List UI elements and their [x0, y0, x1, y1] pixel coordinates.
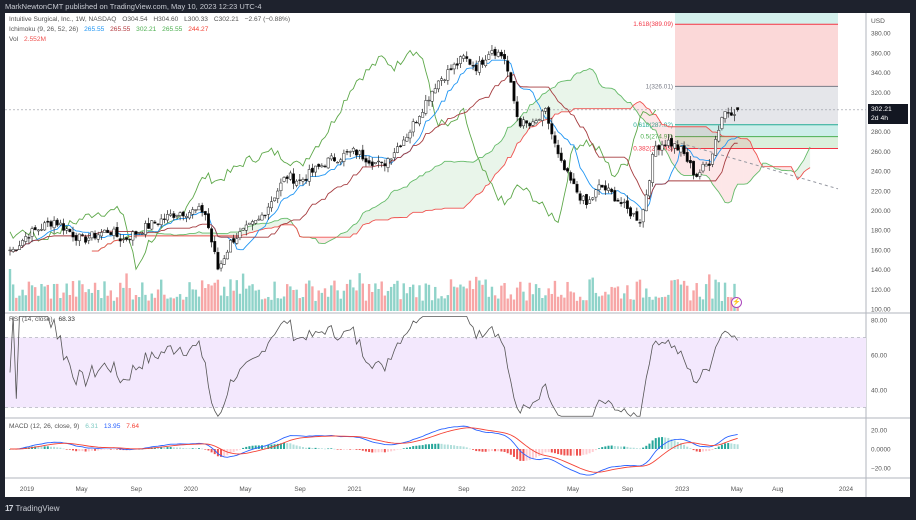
brand-name: TradingView	[15, 503, 60, 513]
tv-logo-icon: 17	[5, 503, 14, 513]
fib-level-label: 0.382(262.93)	[633, 146, 673, 153]
last-price-tag: 302.21 2d 4h	[868, 104, 908, 124]
price-tick: 120.00	[871, 287, 891, 294]
ichimoku-leada-value: 265.55	[162, 26, 183, 33]
ohlc-high: H304.60	[153, 16, 179, 23]
ichimoku-label: Ichimoku (9, 26, 52, 26)	[9, 26, 79, 33]
price-tick: 160.00	[871, 247, 891, 254]
tradingview-logo[interactable]: 17 TradingView	[5, 503, 60, 513]
published-text: MarkNewtonCMT published on TradingView.c…	[5, 2, 262, 11]
currency-label: USD	[871, 18, 885, 25]
lightning-event-icon[interactable]: ⚡	[731, 297, 742, 308]
price-tick: 200.00	[871, 208, 891, 215]
ichimoku-legend[interactable]: Ichimoku (9, 26, 52, 26) 265.55 265.55 3…	[9, 26, 208, 33]
ichimoku-conversion-value: 265.55	[84, 26, 105, 33]
price-tick: 140.00	[871, 267, 891, 274]
ohlc-open: O304.54	[122, 16, 148, 23]
rsi-legend[interactable]: RSI (14, close) 68.33	[9, 316, 75, 323]
macd-histogram-value: 6.31	[85, 423, 99, 430]
volume-value: 2.552M	[24, 36, 47, 43]
trendline[interactable]	[674, 141, 839, 190]
svg-text:20.00: 20.00	[871, 428, 887, 435]
macd-line[interactable]	[9, 425, 738, 476]
price-tick: 280.00	[871, 129, 891, 136]
symbol-name: Intuitive Surgical, Inc., 1W, NASDAQ	[9, 16, 117, 23]
ichimoku-lagging-value: 302.21	[136, 26, 157, 33]
svg-text:May: May	[76, 486, 89, 493]
price-tick: 360.00	[871, 50, 891, 57]
right-border	[910, 13, 916, 497]
bar-countdown: 2d 4h	[871, 115, 889, 122]
last-price: 302.21	[871, 106, 892, 113]
fib-level-label: 1.618(389.09)	[633, 21, 673, 28]
macd-signal-value: 7.64	[126, 423, 140, 430]
svg-text:0.0000: 0.0000	[871, 447, 891, 454]
svg-text:80.00: 80.00	[871, 318, 887, 325]
svg-text:Sep: Sep	[294, 486, 306, 493]
svg-text:40.00: 40.00	[871, 388, 887, 395]
price-tick: 180.00	[871, 228, 891, 235]
price-tick: 320.00	[871, 90, 891, 97]
macd-line-value: 13.95	[103, 423, 121, 430]
price-tick: 100.00	[871, 307, 891, 314]
rsi-line[interactable]	[9, 316, 738, 417]
rsi-label: RSI (14, close)	[9, 316, 53, 323]
price-tick: 220.00	[871, 188, 891, 195]
svg-text:May: May	[731, 486, 744, 493]
svg-text:−20.00: −20.00	[871, 466, 891, 473]
svg-text:2021: 2021	[347, 486, 362, 493]
fib-level-label: 0.5(274.97)	[640, 134, 673, 141]
fib-level-label: 1(326.01)	[646, 83, 673, 90]
footer-bar: 17 TradingView	[0, 497, 916, 520]
ohlc-change: −2.67 (−0.88%)	[244, 16, 291, 23]
ichimoku-leadb-value: 244.27	[188, 26, 209, 33]
svg-text:Sep: Sep	[131, 486, 143, 493]
fib-level-label: 0.618(287.02)	[633, 122, 673, 129]
ohlc-low: L300.33	[184, 16, 208, 23]
publish-header: MarkNewtonCMT published on TradingView.c…	[0, 0, 916, 13]
price-tick: 240.00	[871, 169, 891, 176]
svg-text:Aug: Aug	[772, 486, 784, 493]
symbol-legend: Intuitive Surgical, Inc., 1W, NASDAQ O30…	[9, 16, 290, 23]
volume-legend[interactable]: Vol 2.552M	[9, 36, 46, 43]
svg-text:May: May	[567, 486, 580, 493]
ohlc-close: C302.21	[213, 16, 239, 23]
svg-text:2024: 2024	[839, 486, 854, 493]
rsi-value: 68.33	[58, 316, 75, 323]
svg-text:May: May	[403, 486, 416, 493]
svg-text:2020: 2020	[184, 486, 199, 493]
macd-legend[interactable]: MACD (12, 26, close, 9) 6.31 13.95 7.64	[9, 423, 139, 430]
macd-label: MACD (12, 26, close, 9)	[9, 423, 80, 430]
price-tick: 340.00	[871, 70, 891, 77]
svg-text:Sep: Sep	[458, 486, 470, 493]
svg-text:2019: 2019	[20, 486, 35, 493]
price-tick: 380.00	[871, 31, 891, 38]
svg-text:2023: 2023	[675, 486, 690, 493]
macd-signal-line[interactable]	[9, 427, 738, 473]
svg-text:Sep: Sep	[622, 486, 634, 493]
svg-text:60.00: 60.00	[871, 353, 887, 360]
svg-text:May: May	[239, 486, 252, 493]
svg-text:2022: 2022	[511, 486, 526, 493]
price-tick: 260.00	[871, 149, 891, 156]
ichimoku-base-value: 265.55	[110, 26, 131, 33]
volume-label: Vol	[9, 36, 19, 43]
